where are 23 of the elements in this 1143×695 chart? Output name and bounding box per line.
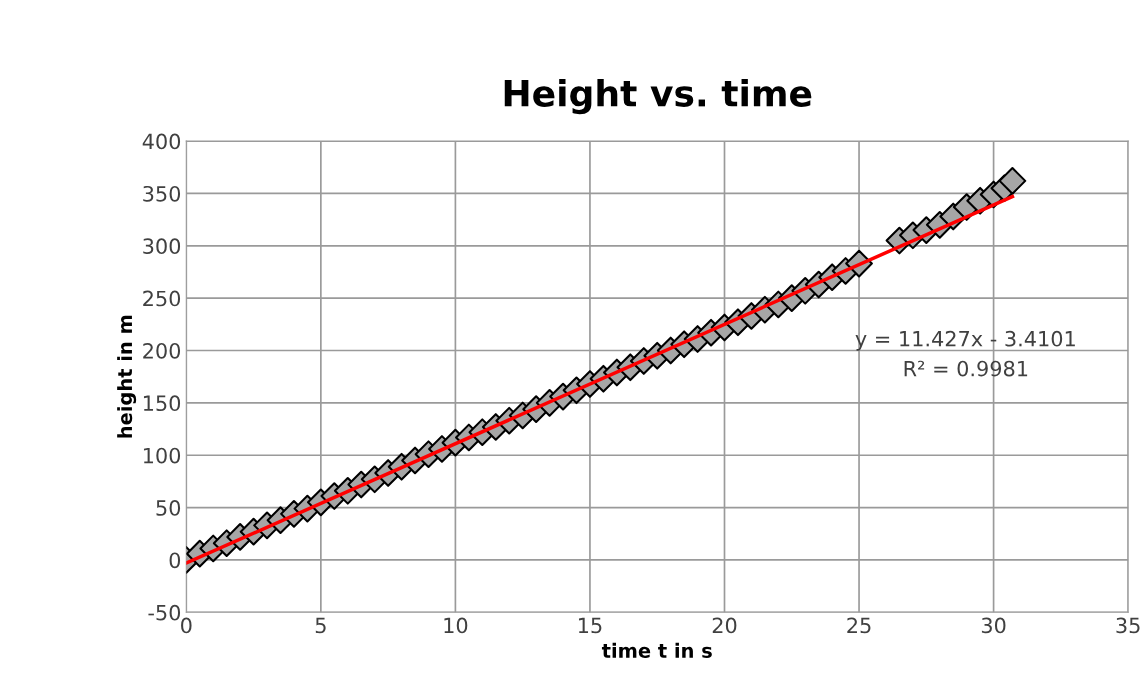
x-tick-label: 30: [981, 617, 1006, 634]
y-tick-label: 300: [143, 238, 181, 255]
y-tick-label: -50: [148, 604, 181, 621]
x-tick-label: 5: [315, 617, 326, 634]
y-tick-label: 50: [156, 500, 181, 516]
x-axis-title: time t in s: [601, 642, 712, 658]
x-tick-label: 20: [712, 617, 737, 634]
x-tick-label: 35: [1116, 617, 1140, 634]
chart-title: Height vs. time: [504, 78, 812, 115]
y-tick-label: 0: [169, 552, 181, 569]
y-tick-label: 200: [143, 342, 181, 359]
y-tick-label: 150: [143, 395, 181, 412]
y-axis-title: height in m: [117, 315, 137, 438]
x-tick-label: 0: [181, 617, 192, 634]
annotation: y = 11.427x - 3.4101: [855, 330, 1075, 351]
y-tick-label: 350: [143, 185, 181, 202]
annotation: R² = 0.9981: [904, 360, 1028, 377]
x-tick-label: 15: [578, 617, 602, 634]
x-tick-label: 25: [847, 617, 871, 634]
y-tick-label: 100: [143, 447, 181, 464]
y-tick-label: 250: [143, 290, 181, 307]
y-tick-label: 400: [142, 133, 181, 150]
x-tick-label: 10: [444, 617, 468, 634]
